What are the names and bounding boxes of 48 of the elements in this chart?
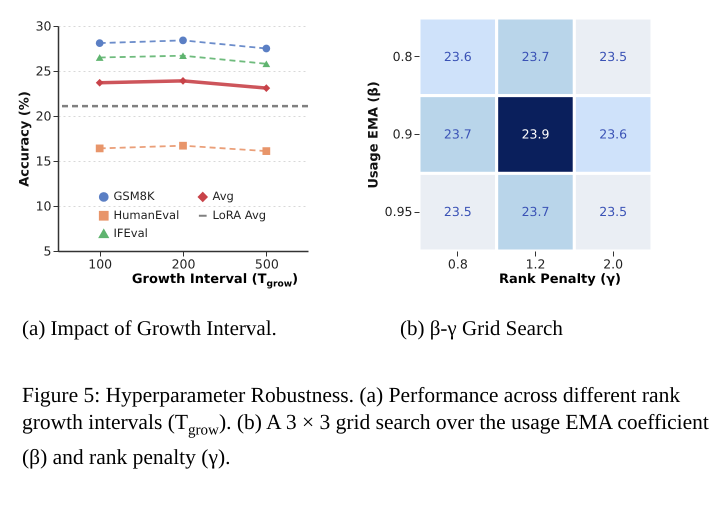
y-tick-label: 10 <box>36 198 52 214</box>
point <box>262 44 270 52</box>
y-tick-label: 25 <box>36 64 52 78</box>
point <box>179 142 187 150</box>
legend-label: LoRA Avg <box>212 208 266 222</box>
text: (a) Impact of Growth Interval. <box>22 316 277 341</box>
data-label: 23.5 <box>599 48 628 64</box>
x-axis-title: Rank Penalty (γ) <box>498 272 622 287</box>
data-label: 23.7 <box>444 126 472 142</box>
point <box>96 54 104 61</box>
legend-label: IFEval <box>114 226 148 240</box>
data-label: 23.6 <box>444 48 472 64</box>
y-tick-label: 0.95 <box>384 204 412 220</box>
y-axis-title: Usage EMA (β) <box>366 81 382 189</box>
point <box>179 77 187 85</box>
legend-label: HumanEval <box>114 208 180 222</box>
y-tick-label: 5 <box>44 244 52 258</box>
y-tick-label: 15 <box>36 154 52 168</box>
y-axis-title: Accuracy (%) <box>18 91 33 187</box>
data-label: 23.6 <box>599 126 628 142</box>
y-tick-label: 0.8 <box>392 48 413 64</box>
data-label: 23.5 <box>599 204 628 220</box>
point <box>262 147 270 155</box>
point <box>96 78 104 87</box>
y-tick-label: 0.9 <box>392 126 413 142</box>
x-axis-title: Growth Interval (T$_{grow}$) <box>130 272 300 290</box>
data-label: 23.7 <box>522 204 550 220</box>
legend-label: Avg <box>212 188 234 203</box>
y-tick-label: 20 <box>36 108 52 124</box>
point <box>179 36 187 44</box>
y-tick-label: 30 <box>36 18 52 34</box>
caption: Figure 5: Hyperparameter Robustness. (a) Performance across different rank growth intervals (T$_{grow}$). (b) A 3 × 3 grid search over the usage EMA coefficient (β) and rank penalty (γ). <box>22 382 710 472</box>
point <box>262 60 270 68</box>
text: (b) β-γ Grid Search <box>400 316 563 341</box>
x-tick-label: 2.0 <box>603 256 624 272</box>
point <box>262 84 270 92</box>
point <box>179 52 187 60</box>
data-label: 23.7 <box>522 48 550 64</box>
data-label: 23.9 <box>522 126 550 142</box>
point <box>96 144 104 152</box>
x-tick-label: 100 <box>88 256 112 272</box>
point <box>96 39 104 47</box>
x-tick-label: 1.2 <box>526 256 546 272</box>
x-tick-label: 0.8 <box>448 256 468 272</box>
x-tick-label: 500 <box>254 256 279 272</box>
x-tick-label: 200 <box>172 256 196 272</box>
data-label: 23.5 <box>444 204 472 220</box>
legend-label: GSM8K <box>114 188 155 203</box>
